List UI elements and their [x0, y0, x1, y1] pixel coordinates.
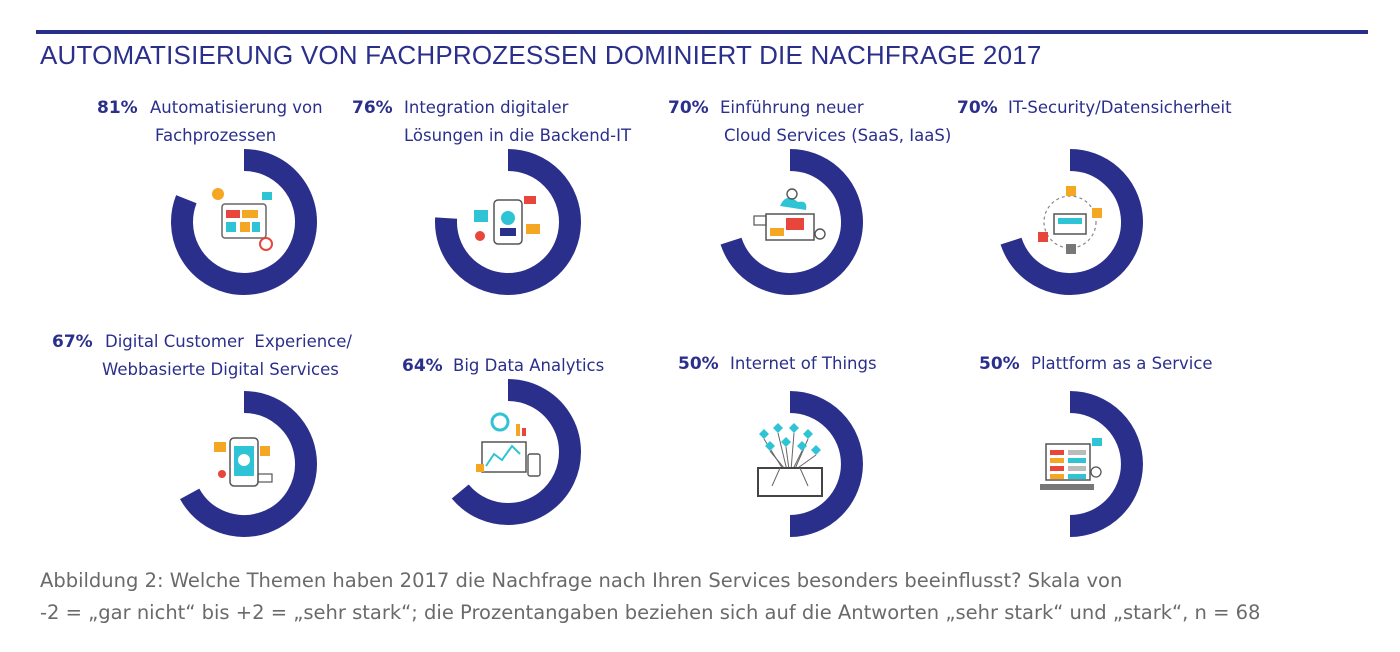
caption-line-1: Abbildung 2: Welche Themen haben 2017 di… — [40, 569, 1123, 592]
percent-label: 76% — [352, 98, 393, 118]
donut-chart-grid: 81% Automatisierung von Fachprozessen 76% In… — [52, 98, 1232, 537]
donut-item: 70% Einführung neuer Cloud Services (SaaS,… — [668, 98, 951, 295]
mobile-services-icon — [214, 437, 273, 487]
caption-line-2: -2 = „gar nicht“ bis +2 = „sehr stark“; … — [40, 601, 1261, 624]
percent-label: 70% — [668, 98, 709, 118]
category-label: Plattform as a Service — [1031, 354, 1213, 373]
category-label: Lösungen in die Backend-IT — [404, 126, 632, 145]
category-label: Cloud Services (SaaS, IaaS) — [724, 126, 951, 145]
process-automation-icon — [212, 188, 273, 251]
figure-caption: Abbildung 2: Welche Themen haben 2017 di… — [40, 565, 1380, 629]
security-icon — [1038, 186, 1102, 254]
percent-label: 70% — [957, 98, 998, 118]
percent-label: 67% — [52, 332, 93, 352]
backend-integration-icon — [474, 196, 540, 245]
cloud-services-icon — [753, 188, 826, 241]
donut-arc — [180, 391, 317, 537]
percent-label: 81% — [97, 98, 138, 118]
donut-item: 81% Automatisierung von Fachprozessen — [97, 98, 323, 295]
percent-label: 50% — [979, 354, 1020, 374]
donut-item: 70% IT-Security/Datensicherheit — [957, 98, 1232, 295]
iot-icon — [757, 423, 823, 497]
category-label: Big Data Analytics — [453, 356, 604, 375]
donut-item: 64% Big Data Analytics — [402, 356, 604, 525]
title-rule — [36, 30, 1368, 34]
percent-label: 64% — [402, 356, 443, 376]
platform-icon — [1040, 438, 1102, 490]
chart-title: AUTOMATISIERUNG VON FACHPROZESSEN DOMINI… — [40, 40, 1042, 70]
donut-item: 76% Integration digitaler Lösungen in die … — [352, 98, 632, 295]
category-label: Digital Customer Experience/ — [105, 332, 352, 351]
percent-label: 50% — [678, 354, 719, 374]
donut-arc — [1069, 391, 1143, 537]
donut-arc — [451, 379, 581, 525]
category-label: Webbasierte Digital Services — [102, 360, 339, 379]
category-label: Fachprozessen — [155, 126, 276, 145]
donut-item: 50% Plattform as a Service — [979, 354, 1213, 537]
donut-arc — [720, 149, 863, 295]
donut-arc — [1000, 149, 1143, 295]
donut-arc — [789, 391, 863, 537]
category-label: Integration digitaler — [404, 98, 569, 117]
donut-item: 67% Digital Customer Experience/Webbasier… — [52, 332, 352, 537]
category-label: Automatisierung von — [150, 98, 323, 117]
donut-arc — [435, 149, 581, 295]
category-label: Internet of Things — [730, 354, 877, 373]
donut-item: 50% Internet of Things — [678, 354, 877, 537]
analytics-icon — [476, 412, 541, 477]
donut-arc — [171, 149, 317, 295]
category-label: IT-Security/Datensicherheit — [1008, 98, 1232, 117]
category-label: Einführung neuer — [720, 98, 864, 117]
